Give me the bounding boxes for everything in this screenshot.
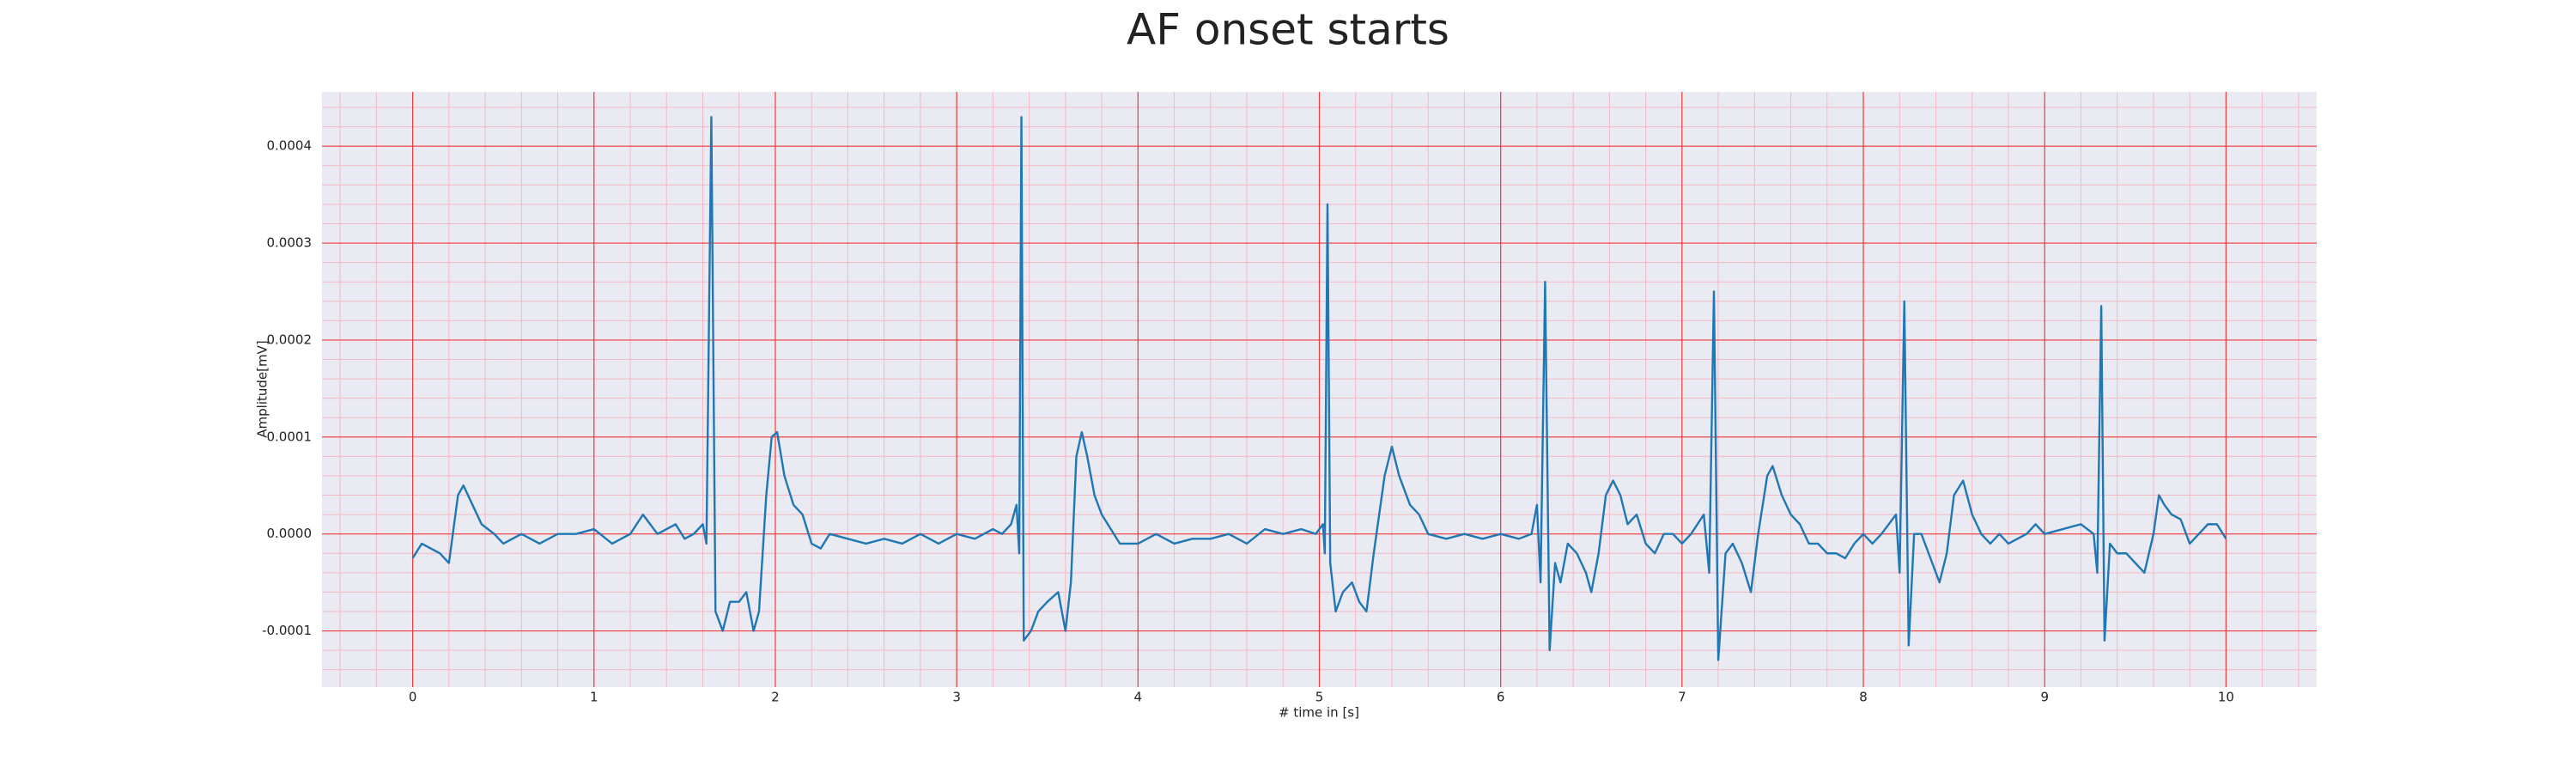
y-axis-label: Amplitude[mV] — [255, 340, 270, 437]
y-tick-label: 0.0000 — [267, 526, 313, 541]
x-tick-label: 6 — [1497, 690, 1505, 705]
x-tick-label: 7 — [1678, 690, 1686, 705]
x-tick-label: 2 — [771, 690, 780, 705]
signal-line — [411, 116, 2227, 661]
chart-title: AF onset starts — [1127, 5, 1449, 55]
x-axis-label: # time in [s] — [1279, 705, 1359, 721]
grid — [322, 92, 2317, 687]
y-tick-label: 0.0002 — [267, 332, 313, 347]
x-tick-label: 10 — [2218, 690, 2234, 705]
x-tick-label: 4 — [1134, 690, 1143, 705]
x-tick-label: 8 — [1859, 690, 1868, 705]
y-tick-label: 0.0003 — [267, 235, 313, 251]
x-tick-label: 5 — [1315, 690, 1324, 705]
y-tick-label: 0.0001 — [267, 429, 313, 444]
x-tick-label: 0 — [409, 690, 417, 705]
y-tick-label: 0.0004 — [267, 138, 313, 154]
y-tick-label: -0.0001 — [262, 623, 312, 638]
x-tick-label: 9 — [2040, 690, 2049, 705]
x-tick-label: 3 — [952, 690, 961, 705]
x-tick-label: 1 — [590, 690, 598, 705]
